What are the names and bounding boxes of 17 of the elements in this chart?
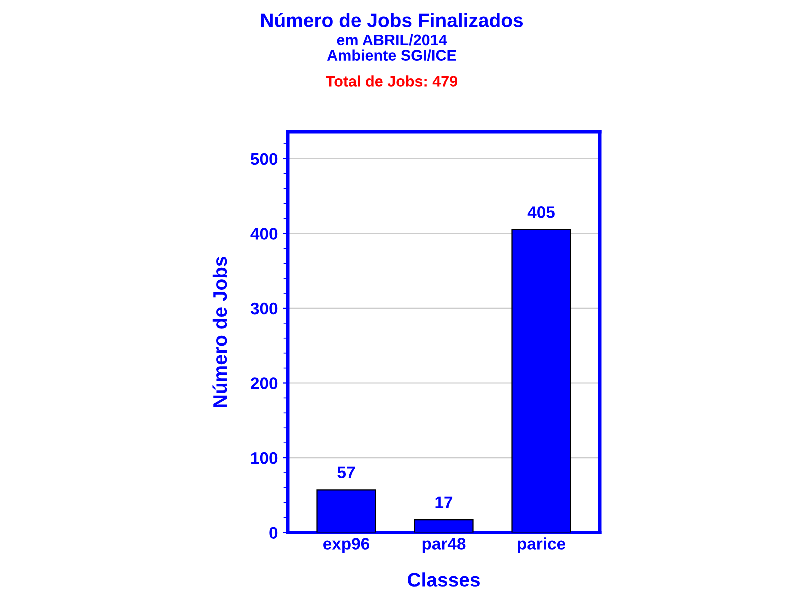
chart-title: Número de Jobs Finalizados bbox=[261, 12, 524, 28]
x-tick-label: parice bbox=[518, 538, 566, 554]
y-tick-label: 200 bbox=[251, 378, 278, 390]
y-tick-label: 300 bbox=[250, 302, 278, 315]
x-tick-label: exp96 bbox=[324, 538, 370, 554]
data-label: 405 bbox=[528, 206, 555, 218]
y-axis-title: Número de Jobs bbox=[212, 257, 228, 408]
x-axis-title: Classes bbox=[408, 572, 480, 587]
y-tick-label: 0 bbox=[270, 527, 278, 540]
y-tick-label: 500 bbox=[250, 153, 278, 166]
text: Total de Jobs: 479 bbox=[326, 76, 458, 87]
data-label: 17 bbox=[436, 496, 453, 508]
data-label: 57 bbox=[338, 466, 356, 479]
x-tick-label: par48 bbox=[422, 538, 466, 554]
y-tick-label: 400 bbox=[250, 228, 278, 240]
chart-subtitle: em ABRIL/2014 Ambiente SGI/ICE bbox=[327, 34, 456, 62]
y-tick-label: 100 bbox=[252, 452, 278, 464]
